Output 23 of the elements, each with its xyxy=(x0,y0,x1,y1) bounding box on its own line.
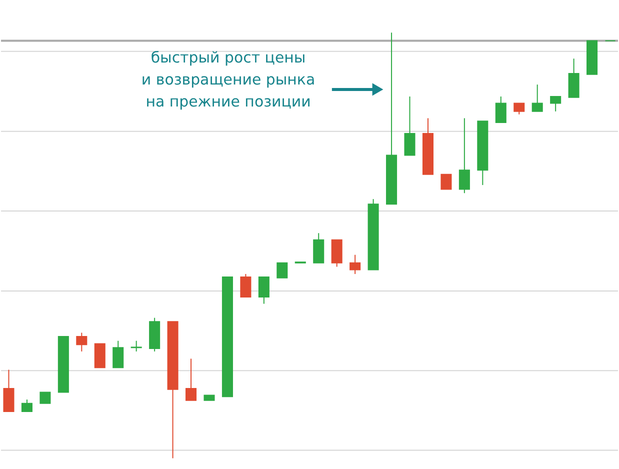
candlestick xyxy=(94,343,106,368)
candlestick xyxy=(76,332,88,352)
candlestick xyxy=(21,399,32,412)
annotation: быстрый рост цены и возвращение рынка на прежние позиции xyxy=(141,48,316,110)
candlestick xyxy=(3,369,14,412)
candlestick xyxy=(258,276,270,304)
candlestick xyxy=(350,254,361,274)
candlestick xyxy=(130,340,142,352)
candlestick xyxy=(276,262,288,278)
candlestick xyxy=(112,340,124,368)
candlestick xyxy=(40,392,51,404)
candlestick xyxy=(186,358,197,401)
candlestick xyxy=(495,96,506,123)
candlestick xyxy=(568,58,580,98)
candlestick xyxy=(550,96,562,112)
candlestick xyxy=(313,232,324,264)
candlestick xyxy=(331,239,342,268)
candlestick xyxy=(240,273,252,298)
candlestick xyxy=(440,174,452,190)
candlestick xyxy=(458,118,470,194)
candlestick xyxy=(514,102,525,115)
candlestick xyxy=(404,96,416,156)
candlestick xyxy=(532,84,543,112)
